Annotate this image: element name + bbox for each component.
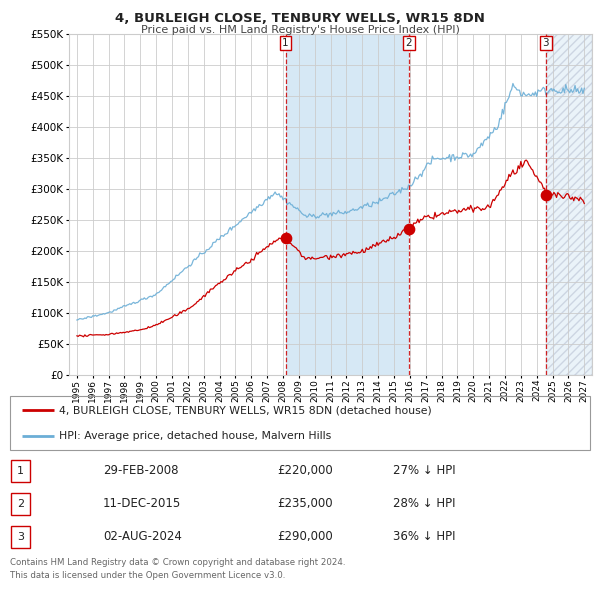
Point	[281, 234, 290, 243]
Bar	[546, 34, 592, 375]
Text: 3: 3	[17, 532, 24, 542]
Text: 2: 2	[406, 38, 412, 48]
Text: 36% ↓ HPI: 36% ↓ HPI	[393, 530, 455, 543]
Text: £235,000: £235,000	[277, 497, 332, 510]
Text: £290,000: £290,000	[277, 530, 332, 543]
Text: £220,000: £220,000	[277, 464, 332, 477]
Text: 4, BURLEIGH CLOSE, TENBURY WELLS, WR15 8DN: 4, BURLEIGH CLOSE, TENBURY WELLS, WR15 8…	[115, 12, 485, 25]
Text: Contains HM Land Registry data © Crown copyright and database right 2024.: Contains HM Land Registry data © Crown c…	[10, 558, 346, 566]
Text: 2: 2	[17, 499, 24, 509]
Text: 29-FEB-2008: 29-FEB-2008	[103, 464, 178, 477]
Point	[404, 224, 414, 234]
Text: 1: 1	[282, 38, 289, 48]
Text: 1: 1	[17, 466, 24, 476]
Text: Price paid vs. HM Land Registry's House Price Index (HPI): Price paid vs. HM Land Registry's House …	[140, 25, 460, 35]
Text: 27% ↓ HPI: 27% ↓ HPI	[393, 464, 455, 477]
Text: This data is licensed under the Open Government Licence v3.0.: This data is licensed under the Open Gov…	[10, 571, 286, 579]
Point	[541, 190, 551, 199]
FancyBboxPatch shape	[11, 526, 30, 548]
Bar	[286, 34, 409, 375]
Text: 28% ↓ HPI: 28% ↓ HPI	[393, 497, 455, 510]
Text: 3: 3	[542, 38, 549, 48]
Text: 11-DEC-2015: 11-DEC-2015	[103, 497, 181, 510]
Text: 4, BURLEIGH CLOSE, TENBURY WELLS, WR15 8DN (detached house): 4, BURLEIGH CLOSE, TENBURY WELLS, WR15 8…	[59, 405, 432, 415]
FancyBboxPatch shape	[11, 493, 30, 514]
Text: HPI: Average price, detached house, Malvern Hills: HPI: Average price, detached house, Malv…	[59, 431, 332, 441]
Text: 02-AUG-2024: 02-AUG-2024	[103, 530, 182, 543]
FancyBboxPatch shape	[11, 460, 30, 481]
